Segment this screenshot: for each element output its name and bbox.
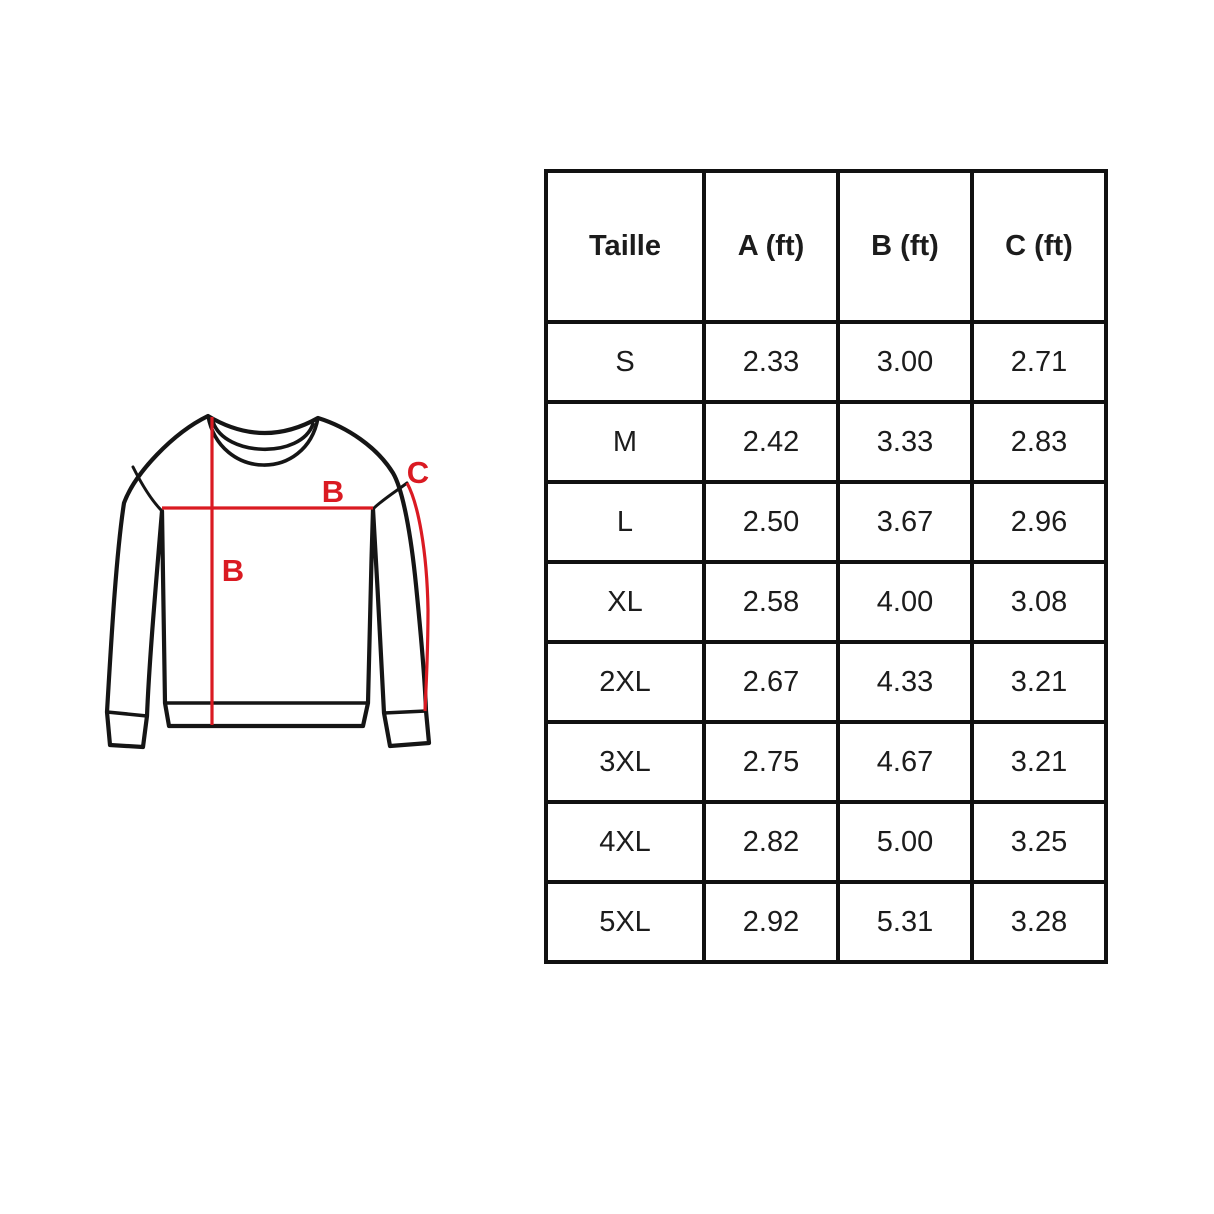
b-cell: 4.33	[836, 640, 974, 724]
c-cell: 2.71	[970, 320, 1108, 404]
size-cell: 5XL	[544, 880, 706, 964]
body-length-label: B	[222, 553, 244, 588]
size-cell: S	[544, 320, 706, 404]
size-cell: M	[544, 400, 706, 484]
right-shoulder-seam	[371, 481, 409, 511]
c-cell: 3.21	[970, 720, 1108, 804]
table-row: XL 2.58 4.00 3.08	[544, 560, 1108, 644]
b-cell: 4.00	[836, 560, 974, 644]
table-row: L 2.50 3.67 2.96	[544, 480, 1108, 564]
sweatshirt-svg: B B C	[104, 413, 432, 750]
size-table: Taille A (ft) B (ft) C (ft) S 2.33 3.00 …	[544, 169, 1108, 964]
col-header-b: B (ft)	[836, 169, 974, 324]
c-cell: 3.25	[970, 800, 1108, 884]
size-cell: 4XL	[544, 800, 706, 884]
b-cell: 5.00	[836, 800, 974, 884]
size-cell: 2XL	[544, 640, 706, 724]
chest-width-label: B	[322, 474, 344, 509]
left-shoulder-seam	[131, 465, 164, 513]
sleeve-measure-line	[405, 482, 430, 712]
c-cell: 3.28	[970, 880, 1108, 964]
a-cell: 2.50	[702, 480, 840, 564]
c-cell: 3.08	[970, 560, 1108, 644]
header-row: Taille A (ft) B (ft) C (ft)	[544, 169, 1108, 324]
a-cell: 2.33	[702, 320, 840, 404]
table-row: 2XL 2.67 4.33 3.21	[544, 640, 1108, 724]
b-cell: 5.31	[836, 880, 974, 964]
b-cell: 3.33	[836, 400, 974, 484]
b-cell: 3.67	[836, 480, 974, 564]
table-row: S 2.33 3.00 2.71	[544, 320, 1108, 404]
table-row: M 2.42 3.33 2.83	[544, 400, 1108, 484]
table-row: 5XL 2.92 5.31 3.28	[544, 880, 1108, 964]
a-cell: 2.82	[702, 800, 840, 884]
size-table-container: Taille A (ft) B (ft) C (ft) S 2.33 3.00 …	[544, 169, 1108, 964]
c-cell: 3.21	[970, 640, 1108, 724]
c-cell: 2.83	[970, 400, 1108, 484]
a-cell: 2.75	[702, 720, 840, 804]
col-header-c: C (ft)	[970, 169, 1108, 324]
a-cell: 2.58	[702, 560, 840, 644]
a-cell: 2.92	[702, 880, 840, 964]
col-header-a: A (ft)	[702, 169, 840, 324]
size-cell: XL	[544, 560, 706, 644]
b-cell: 4.67	[836, 720, 974, 804]
left-cuff-line	[105, 710, 149, 718]
table-row: 3XL 2.75 4.67 3.21	[544, 720, 1108, 804]
size-cell: L	[544, 480, 706, 564]
sleeve-length-label: C	[407, 455, 429, 490]
right-cuff-line	[382, 709, 428, 715]
a-cell: 2.42	[702, 400, 840, 484]
c-cell: 2.96	[970, 480, 1108, 564]
size-cell: 3XL	[544, 720, 706, 804]
table-row: 4XL 2.82 5.00 3.25	[544, 800, 1108, 884]
sweatshirt-diagram: B B C	[85, 395, 455, 765]
b-cell: 3.00	[836, 320, 974, 404]
collar-inner-line	[211, 420, 315, 452]
collar-outer-line	[206, 414, 320, 467]
a-cell: 2.67	[702, 640, 840, 724]
col-header-taille: Taille	[544, 169, 706, 324]
